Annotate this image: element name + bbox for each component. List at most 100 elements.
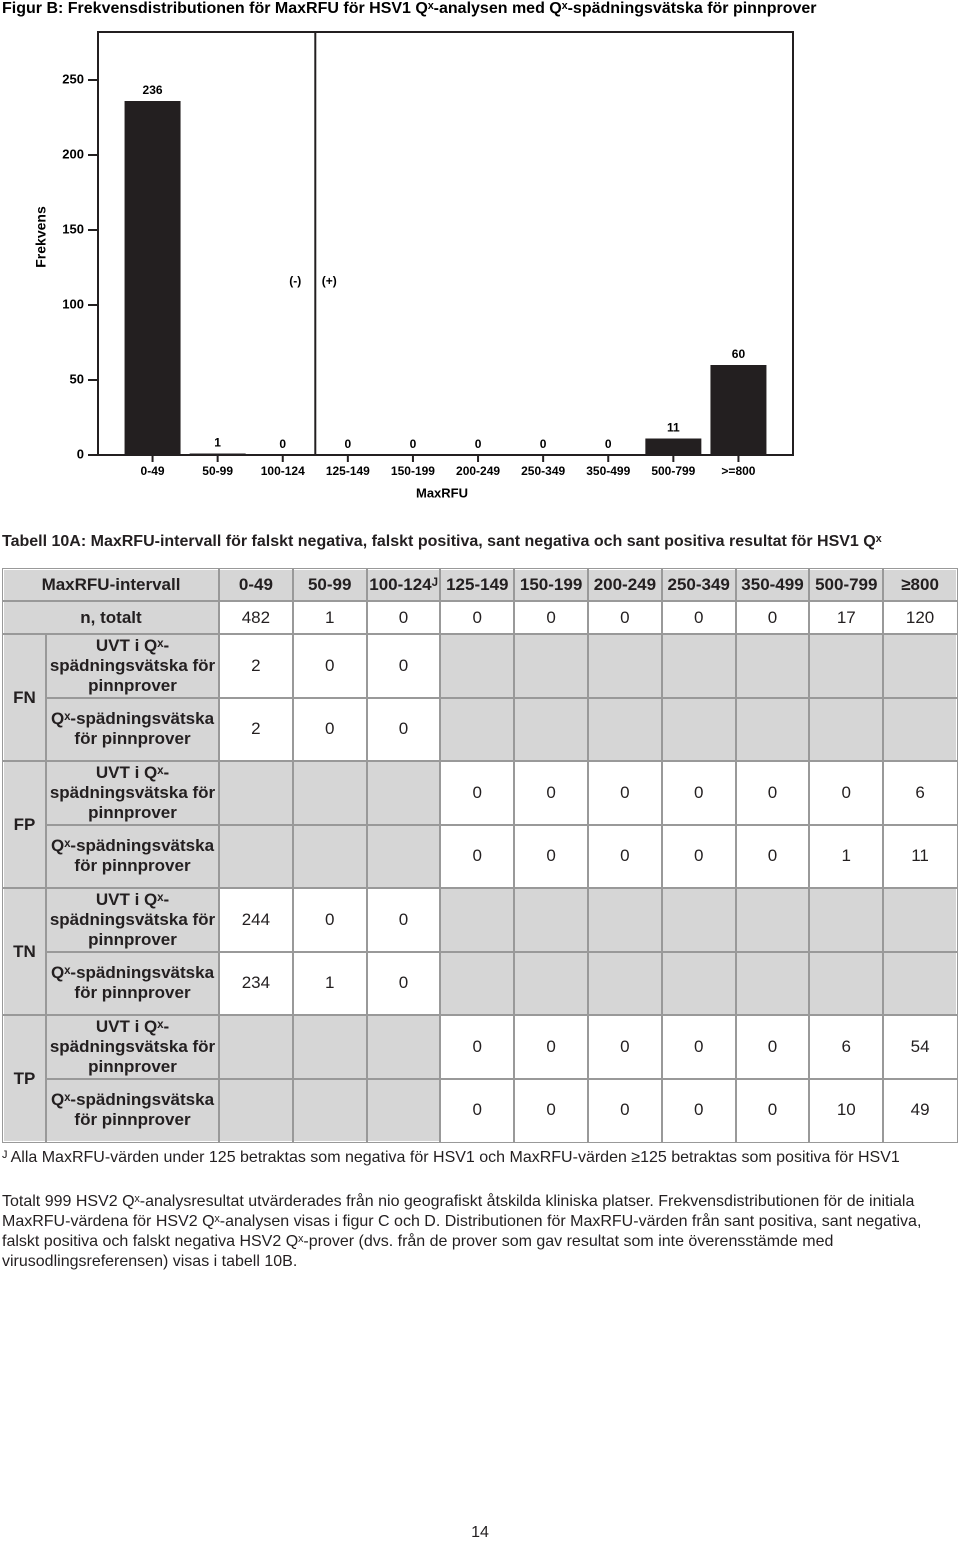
value-label: 11 <box>667 421 680 435</box>
empty-cell <box>439 633 516 699</box>
empty-cell <box>734 633 811 699</box>
y-tick-label: 0 <box>77 446 84 461</box>
data-row: Qˣ-spädningsvätska för pinnprover 2 0 0 <box>3 696 958 762</box>
cell: 244 <box>218 887 294 953</box>
value-label: 0 <box>605 437 612 451</box>
x-tick-label: 250-349 <box>521 464 565 478</box>
x-tick-label: 350-499 <box>586 464 630 478</box>
empty-cell <box>882 696 958 762</box>
value-label: 236 <box>143 83 163 97</box>
table: MaxRFU-intervall 0-49 50-99 100-124ᴶ 125-149… <box>2 568 958 1143</box>
cell: 1 <box>291 600 368 635</box>
row-label: Qˣ-spädningsvätska för pinnprover <box>45 1077 220 1143</box>
cell: 0 <box>660 1014 737 1080</box>
value-label: 0 <box>540 437 547 451</box>
data-row: FN UVT i Qˣ-spädningsvätska för pinnprove… <box>2 633 958 762</box>
empty-cell <box>291 1077 368 1143</box>
bar <box>645 438 702 455</box>
group-label: FN <box>2 633 47 762</box>
empty-cell <box>365 823 442 889</box>
data-row: TP UVT i Qˣ-spädningsvätska för pinnprove… <box>2 1014 958 1143</box>
cell: 10 <box>808 1077 885 1143</box>
empty-cell <box>660 950 737 1016</box>
empty-cell <box>291 823 368 889</box>
cell: 482 <box>218 600 294 635</box>
empty-cell <box>808 950 885 1016</box>
cell: 0 <box>734 1014 811 1080</box>
x-tick-label: 125-149 <box>326 464 370 478</box>
header-cell: 200-249 <box>586 568 663 602</box>
value-label: 1 <box>214 436 221 450</box>
table-title: Tabell 10A: MaxRFU-intervall för falskt … <box>2 533 882 550</box>
x-tick-label: 0-49 <box>141 464 165 478</box>
empty-cell <box>291 760 368 826</box>
empty-cell <box>218 823 294 889</box>
cell: 0 <box>660 823 737 889</box>
row-label: Qˣ-spädningsvätska för pinnprover <box>45 950 220 1016</box>
group-label: TN <box>2 887 47 1016</box>
cell: 120 <box>882 600 958 635</box>
cell: 54 <box>882 1014 958 1080</box>
data-row: Qˣ-spädningsvätska för pinnprover 234 1 0 <box>3 950 958 1016</box>
x-tick-label: 500-799 <box>651 464 695 478</box>
row-label: Qˣ-spädningsvätska för pinnprover <box>45 696 220 762</box>
cell: 0 <box>365 696 442 762</box>
cell: 0 <box>291 633 368 699</box>
empty-cell <box>660 887 737 953</box>
x-tick-label: 200-249 <box>456 464 500 478</box>
empty-cell <box>734 696 811 762</box>
empty-cell <box>808 633 885 699</box>
x-tick-label: 150-199 <box>391 464 435 478</box>
header-cell: 125-149 <box>439 568 516 602</box>
header-cell: 500-799 <box>808 568 885 602</box>
x-axis-label: MaxRFU <box>416 485 468 500</box>
header-cell: ≥800 <box>882 568 958 602</box>
cell: 0 <box>660 760 737 826</box>
cell: 0 <box>808 760 885 826</box>
page-number: 14 <box>471 1524 489 1541</box>
cell: 0 <box>586 600 663 635</box>
empty-cell <box>439 887 516 953</box>
y-tick-label: 250 <box>62 71 84 86</box>
header-row: MaxRFU-intervall 0-49 50-99 100-124ᴶ 125-149… <box>2 568 958 602</box>
x-tick-label: >=800 <box>721 464 755 478</box>
plot-frame <box>97 31 794 456</box>
bar <box>124 101 181 455</box>
cell: 0 <box>439 1077 516 1143</box>
value-label: 60 <box>732 347 746 361</box>
data-row: FP UVT i Qˣ-spädningsvätska för pinnprove… <box>2 760 958 889</box>
empty-cell <box>439 950 516 1016</box>
empty-cell <box>586 950 663 1016</box>
cell: 0 <box>513 1014 589 1080</box>
header-cell: 50-99 <box>291 568 368 602</box>
empty-cell <box>586 696 663 762</box>
cell: 6 <box>808 1014 885 1080</box>
value-label: 0 <box>475 437 482 451</box>
empty-cell <box>218 760 294 826</box>
value-label: 0 <box>410 437 417 451</box>
cell: 1 <box>808 823 885 889</box>
empty-cell <box>513 696 589 762</box>
cell: 1 <box>291 950 368 1016</box>
empty-cell <box>365 1077 442 1143</box>
empty-cell <box>808 887 885 953</box>
empty-cell <box>660 696 737 762</box>
group-label: FP <box>2 760 47 889</box>
chart: Figur B: Frekvensdistributionen för MaxR… <box>2 0 817 500</box>
cell: 0 <box>734 823 811 889</box>
row-label: UVT i Qˣ-spädningsvätska för pinnprover <box>45 1014 220 1080</box>
cell: 49 <box>882 1077 958 1143</box>
empty-cell <box>218 1014 294 1080</box>
cell: 2 <box>218 633 294 699</box>
row-label: UVT i Qˣ-spädningsvätska för pinnprover <box>45 760 220 826</box>
cell: 0 <box>365 887 442 953</box>
cell: 0 <box>513 1077 589 1143</box>
cell: 0 <box>660 600 737 635</box>
cell: 0 <box>291 887 368 953</box>
data-row: Qˣ-spädningsvätska för pinnprover 0 0 0 0 0 1 1… <box>3 823 958 889</box>
y-tick-label: 200 <box>62 146 84 161</box>
cell: 0 <box>660 1077 737 1143</box>
data-row: TN UVT i Qˣ-spädningsvätska för pinnprove… <box>2 887 958 1016</box>
row-label: UVT i Qˣ-spädningsvätska för pinnprover <box>45 633 220 699</box>
cell: 0 <box>439 760 516 826</box>
